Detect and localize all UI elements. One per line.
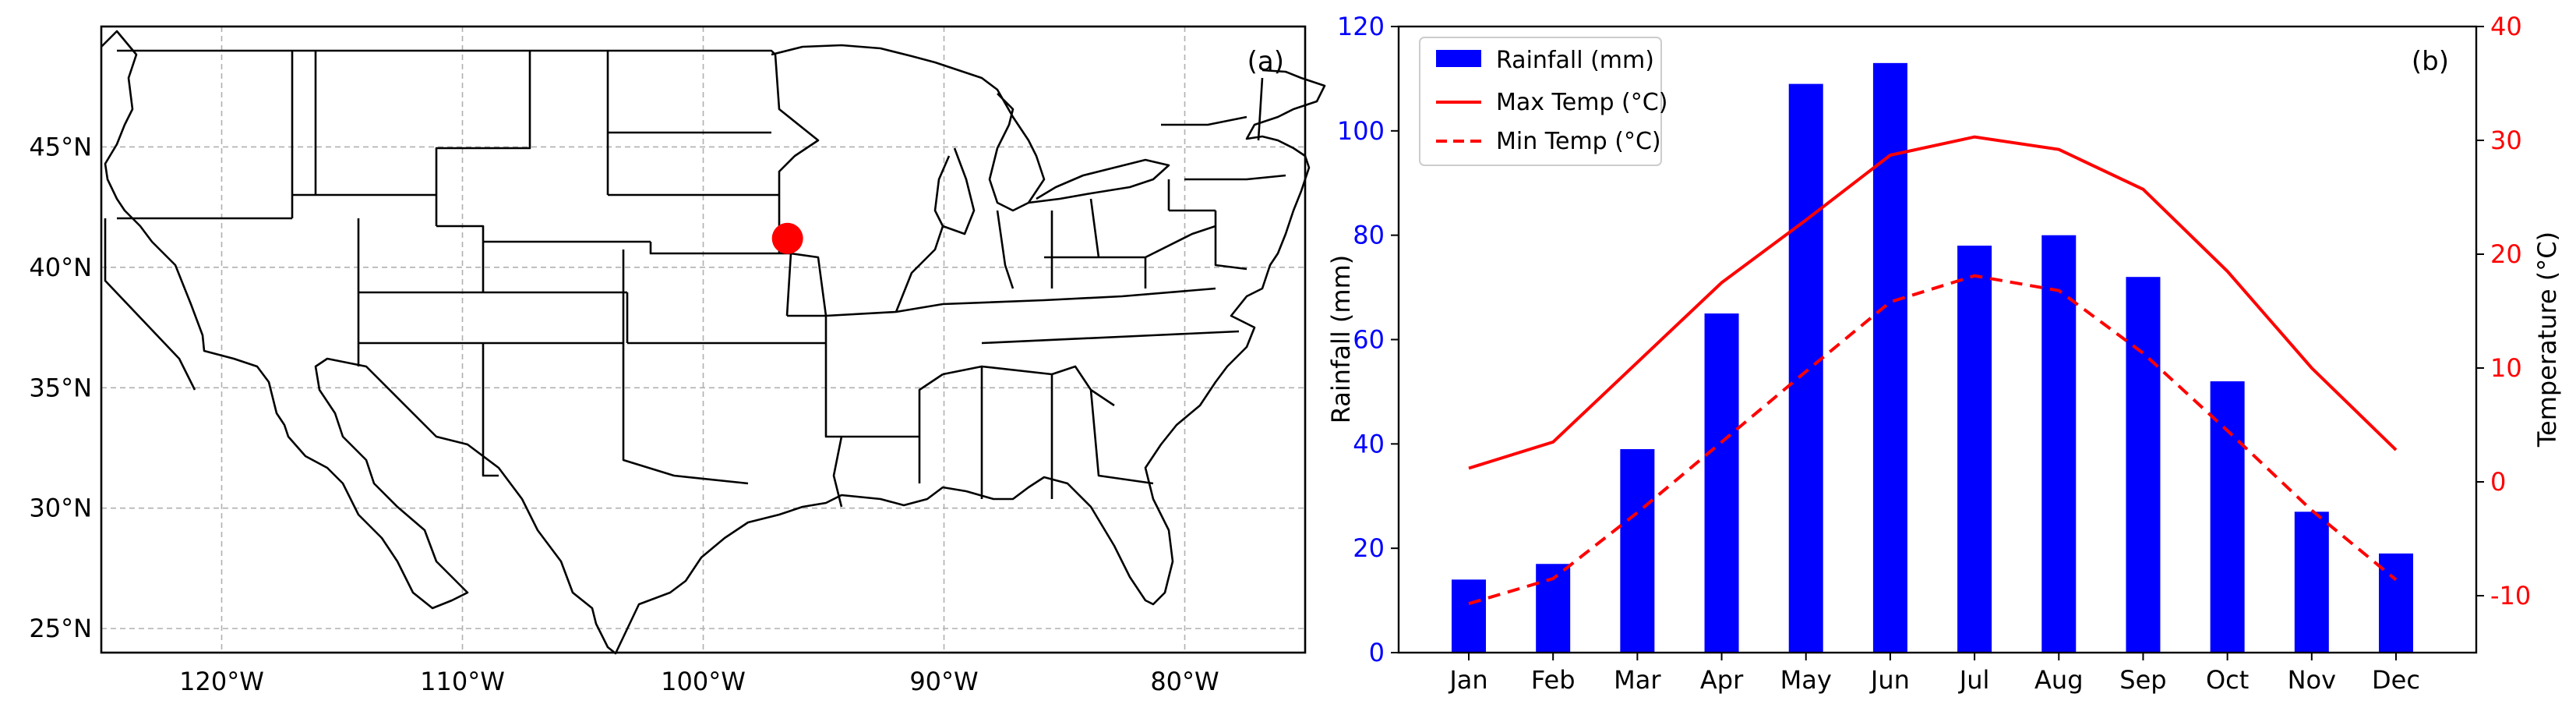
y2-tick-label: -10 (2490, 581, 2531, 611)
rain-bar-dec[interactable] (2379, 553, 2413, 653)
x-tick-label: Jul (1958, 665, 1990, 695)
x-tick-label: Jun (1869, 665, 1910, 695)
y2-tick-label: 20 (2490, 239, 2522, 269)
rain-bar-may[interactable] (1788, 83, 1823, 653)
rain-bar-jan[interactable] (1452, 579, 1486, 653)
lon-tick-label: 80°W (1150, 667, 1219, 696)
state-lines (104, 51, 1286, 508)
lat-tick-label: 45°N (29, 132, 92, 161)
rain-bar-apr[interactable] (1704, 313, 1739, 653)
map-frame (100, 25, 1307, 654)
right-axis-ticks: -10 0 10 20 30 40 (2476, 12, 2531, 611)
y2-tick-label: 0 (2490, 467, 2506, 497)
y2-axis-label: Temperature (°C) (2532, 232, 2562, 448)
legend-box (1419, 37, 1662, 166)
map-tick-labels: 120°W 110°W 100°W 90°W 80°W 45°N 40°N 35°N 30°N 2… (29, 132, 1219, 696)
lat-tick-label: 30°N (29, 494, 92, 523)
y2-tick-label: 10 (2490, 353, 2522, 383)
x-tick-label: Mar (1614, 665, 1661, 695)
rain-bar-oct[interactable] (2210, 381, 2245, 653)
map-panel: (a) 120°W 110°W 100°W 90°W 80°W 45°N 40°N 35°N 3… (29, 25, 1326, 696)
rain-bar-aug[interactable] (2041, 235, 2077, 653)
northern-border (117, 49, 776, 55)
great-lakes-outline (771, 44, 1170, 235)
legend-min-label: Min Temp (°C) (1496, 128, 1661, 155)
lon-tick-label: 120°W (179, 667, 264, 696)
max-temp-line (1468, 135, 2398, 470)
lon-tick-label: 110°W (420, 667, 505, 696)
x-tick-label: Feb (1531, 665, 1576, 695)
us-state-boundaries (101, 30, 1326, 655)
x-tick-label: Apr (1700, 665, 1744, 695)
y-tick-label: 40 (1353, 429, 1385, 458)
y-tick-label: 60 (1353, 325, 1385, 355)
x-axis-ticks: Jan Feb Mar Apr May Jun Jul Aug Sep Oct Nov Dec (1448, 653, 2420, 695)
us-coastline (101, 30, 1326, 655)
y-tick-label: 100 (1337, 116, 1385, 146)
climate-chart-panel: Jan Feb Mar Apr May Jun Jul Aug Sep Oct Nov Dec 0 20… (1326, 12, 2562, 695)
legend-rain-swatch (1436, 50, 1481, 67)
legend-max-label: Max Temp (°C) (1496, 89, 1667, 116)
y-tick-label: 120 (1337, 12, 1385, 41)
rain-bar-jul[interactable] (1957, 246, 1992, 653)
map-gridlines (101, 27, 1305, 653)
panel-label-a: (a) (1247, 46, 1284, 77)
y2-tick-label: 30 (2490, 126, 2522, 155)
lon-tick-label: 90°W (909, 667, 978, 696)
y-tick-label: 80 (1353, 221, 1385, 250)
lat-tick-label: 25°N (29, 614, 92, 643)
y-tick-label: 20 (1353, 533, 1385, 563)
x-tick-label: May (1780, 665, 1832, 695)
left-axis-ticks: 0 20 40 60 80 100 120 (1337, 12, 1399, 667)
lat-tick-label: 40°N (29, 253, 92, 282)
x-tick-label: Dec (2372, 665, 2420, 695)
legend: Rainfall (mm) Max Temp (°C) Min Temp (°C… (1419, 37, 1667, 166)
rain-bar-nov[interactable] (2294, 511, 2329, 653)
rain-bar-jun[interactable] (1872, 62, 1907, 653)
x-tick-label: Aug (2034, 665, 2083, 695)
x-tick-label: Oct (2206, 665, 2249, 695)
min-temp-line (1468, 274, 2398, 606)
rainfall-bars (1452, 62, 2413, 653)
x-tick-label: Sep (2119, 665, 2166, 695)
panel-label-b: (b) (2412, 46, 2449, 77)
x-tick-label: Jan (1448, 665, 1487, 695)
y2-tick-label: 40 (2490, 12, 2522, 41)
lat-tick-label: 35°N (29, 373, 92, 402)
legend-rain-label: Rainfall (mm) (1496, 47, 1654, 74)
x-tick-label: Nov (2288, 665, 2336, 695)
rain-bar-sep[interactable] (2126, 277, 2161, 653)
lon-tick-label: 100°W (661, 667, 746, 696)
location-marker[interactable] (771, 222, 803, 254)
y-axis-label: Rainfall (mm) (1326, 255, 1356, 423)
y-tick-label: 0 (1369, 638, 1385, 667)
rain-bar-mar[interactable] (1620, 449, 1655, 653)
